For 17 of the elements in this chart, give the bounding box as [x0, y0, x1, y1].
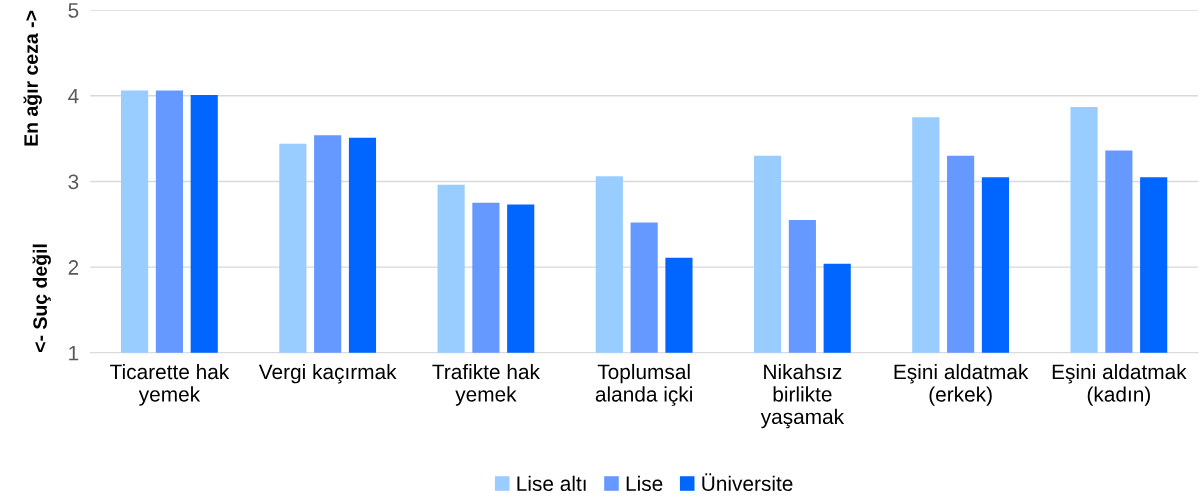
x-tick-label: Eşini aldatmak (kadın) — [1052, 363, 1187, 406]
x-tick-label: Nikahsız birlikte yaşamak — [760, 363, 845, 429]
y-tick-label: 2 — [68, 260, 79, 275]
y-tick-label: 3 — [68, 174, 79, 190]
legend-label: Lise altı — [517, 475, 586, 492]
x-tick-label: Toplumsal alanda içki — [595, 363, 692, 406]
x-tick-label: Trafikte hak yemek — [432, 363, 540, 406]
legend-label: Üniversite — [702, 473, 793, 492]
x-tick-label: Vergi kaçırmak — [258, 363, 397, 384]
legend-label: Lise — [626, 475, 663, 492]
y-tick-label: 4 — [68, 88, 79, 104]
x-tick-label: Ticarette hak yemek — [110, 363, 230, 406]
text: En ağır ceza -> — [23, 10, 42, 146]
x-tick-label: Eşini aldatmak (erkek) — [894, 363, 1029, 406]
y-tick-label: 1 — [69, 346, 79, 361]
y-axis-title: <- Suç değil — [32, 244, 51, 352]
y-tick-label: 5 — [68, 3, 79, 18]
